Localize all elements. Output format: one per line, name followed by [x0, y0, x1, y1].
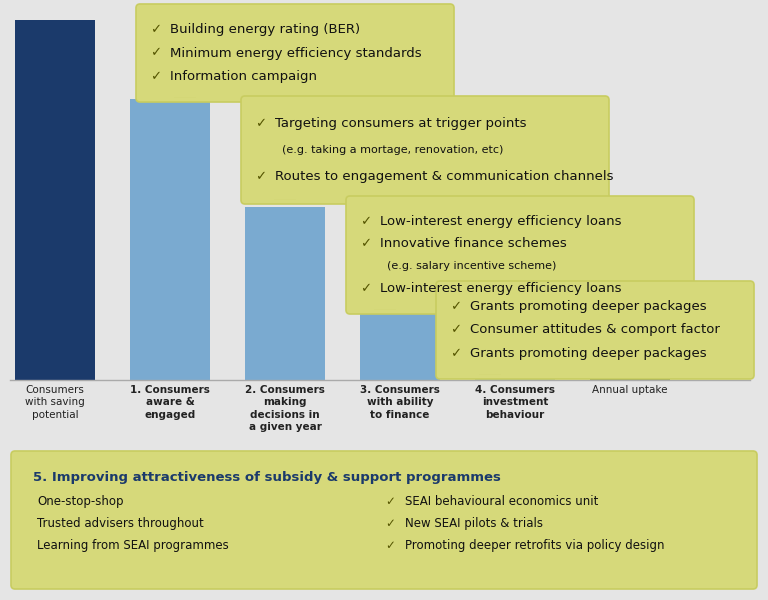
Bar	[360, 265, 440, 380]
Text: ✓: ✓	[151, 70, 161, 83]
Text: Low-interest energy efficiency loans: Low-interest energy efficiency loans	[380, 282, 621, 295]
FancyBboxPatch shape	[436, 281, 754, 379]
Text: 1. Consumers
aware &
engaged: 1. Consumers aware & engaged	[130, 385, 210, 420]
Text: ✓: ✓	[256, 117, 266, 130]
Text: ✓: ✓	[151, 46, 161, 59]
FancyBboxPatch shape	[346, 196, 694, 314]
Text: ✓: ✓	[360, 237, 372, 250]
Text: Annual uptake: Annual uptake	[592, 385, 667, 395]
Text: Grants promoting deeper packages: Grants promoting deeper packages	[470, 300, 707, 313]
Bar	[130, 99, 210, 380]
Text: ✓: ✓	[256, 170, 266, 183]
Text: (e.g. salary incentive scheme): (e.g. salary incentive scheme)	[380, 261, 556, 271]
Text: Building energy rating (BER): Building energy rating (BER)	[170, 23, 360, 36]
Text: ✓: ✓	[360, 282, 372, 295]
FancyBboxPatch shape	[241, 96, 609, 204]
Text: ✓: ✓	[451, 323, 462, 337]
Text: Minimum energy efficiency standards: Minimum energy efficiency standards	[170, 46, 422, 59]
Text: (e.g. taking a mortage, renovation, etc): (e.g. taking a mortage, renovation, etc)	[275, 145, 503, 155]
Text: ✓: ✓	[151, 23, 161, 36]
Text: SEAI behavioural economics unit: SEAI behavioural economics unit	[405, 495, 598, 508]
Bar	[590, 362, 670, 380]
Text: ✓: ✓	[385, 517, 395, 530]
Text: 2. Consumers
making
decisions in
a given year: 2. Consumers making decisions in a given…	[245, 385, 325, 432]
Bar	[245, 207, 325, 380]
Text: ✓: ✓	[385, 495, 395, 508]
Text: New SEAI pilots & trials: New SEAI pilots & trials	[405, 517, 543, 530]
FancyBboxPatch shape	[11, 451, 757, 589]
Text: Learning from SEAI programmes: Learning from SEAI programmes	[37, 539, 229, 552]
Text: Information campaign: Information campaign	[170, 70, 317, 83]
Text: ✓: ✓	[385, 539, 395, 552]
Text: Targeting consumers at trigger points: Targeting consumers at trigger points	[275, 117, 527, 130]
Text: Promoting deeper retrofits via policy design: Promoting deeper retrofits via policy de…	[405, 539, 664, 552]
Bar	[15, 20, 95, 380]
Text: Innovative finance schemes: Innovative finance schemes	[380, 237, 567, 250]
Text: Consumers
with saving
potential: Consumers with saving potential	[25, 385, 85, 420]
Text: 5. Improving attractiveness of subsidy & support programmes: 5. Improving attractiveness of subsidy &…	[33, 471, 501, 484]
Text: ✓: ✓	[360, 215, 372, 228]
Text: Routes to engagement & communication channels: Routes to engagement & communication cha…	[275, 170, 614, 183]
Text: Grants promoting deeper packages: Grants promoting deeper packages	[470, 347, 707, 360]
Bar	[475, 355, 555, 380]
Text: 4. Consumers
investment
behaviour: 4. Consumers investment behaviour	[475, 385, 555, 420]
Text: One-stop-shop: One-stop-shop	[37, 495, 124, 508]
Text: ✓: ✓	[451, 347, 462, 360]
Text: ✓: ✓	[451, 300, 462, 313]
Text: Trusted advisers throughout: Trusted advisers throughout	[37, 517, 204, 530]
FancyBboxPatch shape	[136, 4, 454, 102]
Text: Consumer attitudes & comport factor: Consumer attitudes & comport factor	[470, 323, 720, 337]
Text: 3. Consumers
with ability
to finance: 3. Consumers with ability to finance	[360, 385, 440, 420]
Text: Low-interest energy efficiency loans: Low-interest energy efficiency loans	[380, 215, 621, 228]
